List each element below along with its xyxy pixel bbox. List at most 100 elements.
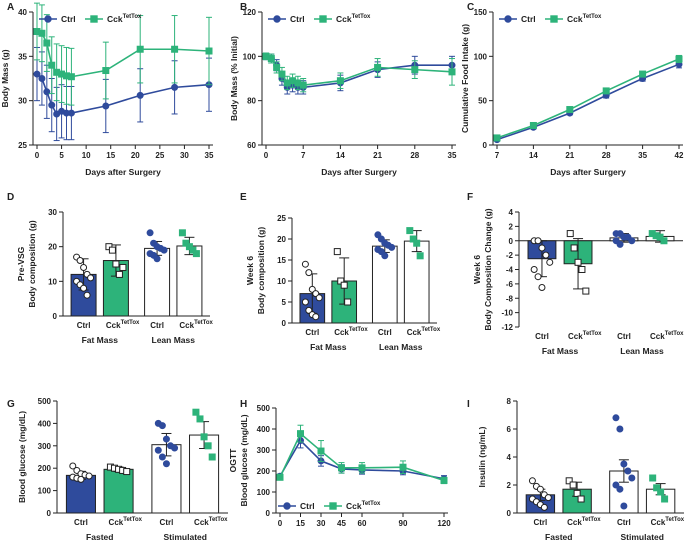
data-point-a-cck — [38, 29, 46, 37]
data-point-a-ctrl — [38, 75, 46, 82]
x-tick-label-a: 25 — [155, 151, 164, 160]
data-point-b-cck — [374, 63, 382, 71]
data-point-h-cck — [276, 473, 284, 481]
y-tick-label-c: 150 — [474, 8, 488, 17]
data-point-g — [158, 453, 166, 461]
data-point-h-cck — [317, 447, 325, 455]
data-point-f — [546, 258, 554, 266]
y-tick-label-g: 400 — [38, 419, 52, 428]
data-point-f — [578, 266, 586, 273]
y-tick-label-b: 120 — [243, 8, 257, 17]
data-point-h-cck — [399, 463, 407, 471]
y-tick-label-h: 100 — [257, 488, 271, 497]
y-tick-label-g: 0 — [47, 509, 52, 518]
y-tick-label-h: 0 — [266, 509, 271, 518]
data-point-b-cck — [267, 55, 275, 63]
data-point-a-cck — [102, 67, 110, 75]
x-tick-label-h: 120 — [437, 519, 451, 528]
data-point-a-ctrl — [171, 83, 179, 91]
data-point-a-cck — [171, 45, 179, 53]
y-tick-label-f: 2 — [509, 222, 514, 231]
y-tick-label-f: 4 — [509, 208, 514, 217]
x-tick-label-c: 7 — [495, 151, 500, 160]
y-axis-label-h: OGTT — [228, 448, 238, 472]
category-label-e: Ctrl — [305, 328, 319, 337]
y-axis-label2-h: Blood glucose (mg/dL) — [239, 414, 249, 506]
data-point-e — [406, 227, 414, 235]
x-tick-label-b: 28 — [410, 151, 419, 160]
x-axis-label-c: Days after Surgery — [550, 167, 626, 177]
data-point-i — [661, 495, 669, 503]
data-point-i — [573, 489, 581, 497]
data-point-i — [616, 425, 624, 433]
x-tick-label-a: 20 — [131, 151, 140, 160]
y-tick-label-e: 15 — [277, 256, 286, 265]
data-point-a-cck — [136, 45, 144, 53]
legend-label-h-ctrl: Ctrl — [300, 501, 315, 511]
data-point-g — [123, 468, 131, 476]
x-tick-label-b: 7 — [301, 151, 306, 160]
y-tick-label-g: 300 — [38, 442, 52, 451]
y-tick-label-c: 50 — [478, 97, 487, 106]
data-point-g — [85, 472, 93, 480]
category-label-g: Ctrl — [74, 518, 88, 527]
data-point-d — [178, 229, 186, 237]
data-point-f — [530, 266, 538, 273]
data-point-a-ctrl — [102, 102, 110, 110]
y-tick-label-a: 40 — [18, 8, 27, 17]
bar-g-2 — [103, 468, 134, 514]
data-point-e — [381, 252, 389, 260]
bar-e-4 — [403, 240, 430, 324]
data-point-i — [612, 414, 620, 422]
data-point-h-cck — [338, 464, 345, 472]
data-point-f — [538, 244, 546, 252]
x-tick-label-c: 42 — [675, 151, 684, 160]
x-tick-label-h: 90 — [399, 519, 408, 528]
x-tick-label-b: 14 — [336, 151, 345, 160]
data-point-d — [112, 260, 120, 268]
y-tick-label-e: 10 — [277, 277, 286, 286]
data-point-e — [301, 298, 309, 306]
y-axis-label-d: Pre-VSG — [16, 246, 26, 281]
data-point-d — [108, 246, 116, 254]
x-tick-label-h: 15 — [296, 519, 305, 528]
data-point-i — [569, 481, 577, 489]
data-point-i — [528, 477, 536, 485]
y-tick-label-g: 100 — [38, 487, 52, 496]
data-point-g — [162, 435, 170, 443]
y-axis-label-a: Body Mass (g) — [0, 49, 10, 107]
y-tick-label-a: 35 — [18, 52, 27, 61]
legend-label-a-cck: CckTetTox — [107, 14, 142, 24]
y-tick-label-c: 100 — [474, 52, 488, 61]
y-tick-label-f: -4 — [506, 266, 514, 275]
y-tick-label-i: 8 — [507, 397, 512, 406]
data-point-i — [620, 460, 628, 468]
data-point-i — [616, 485, 624, 493]
data-point-i — [649, 474, 657, 482]
category-label-f: Ctrl — [535, 332, 549, 341]
data-point-f — [538, 283, 546, 291]
x-axis-label-a: Days after Surgery — [85, 167, 161, 177]
x-tick-label-c: 14 — [529, 151, 538, 160]
data-point-a-cck — [205, 47, 213, 55]
legend-marker-c-ctrl — [504, 15, 512, 23]
data-point-a-cck — [67, 73, 75, 81]
data-point-a-ctrl — [136, 91, 144, 99]
y-tick-label-e: 5 — [282, 298, 287, 307]
data-point-e — [413, 239, 421, 247]
data-point-a-ctrl — [67, 109, 75, 117]
y-tick-label-d: 30 — [48, 208, 57, 217]
data-point-b-cck — [299, 81, 307, 89]
data-point-d — [153, 255, 161, 263]
data-point-g — [208, 453, 216, 461]
panel-label-i: I — [467, 399, 470, 410]
x-tick-label-b: 21 — [373, 151, 382, 160]
group-label-g-1: Fasted — [86, 532, 113, 542]
legend-marker-b-ctrl — [273, 15, 281, 23]
data-point-i — [657, 488, 665, 496]
y-axis-label-f: Week 6 — [472, 255, 482, 284]
data-point-i — [653, 484, 661, 492]
data-point-d — [87, 274, 95, 282]
category-label-e: Ctrl — [378, 328, 392, 337]
